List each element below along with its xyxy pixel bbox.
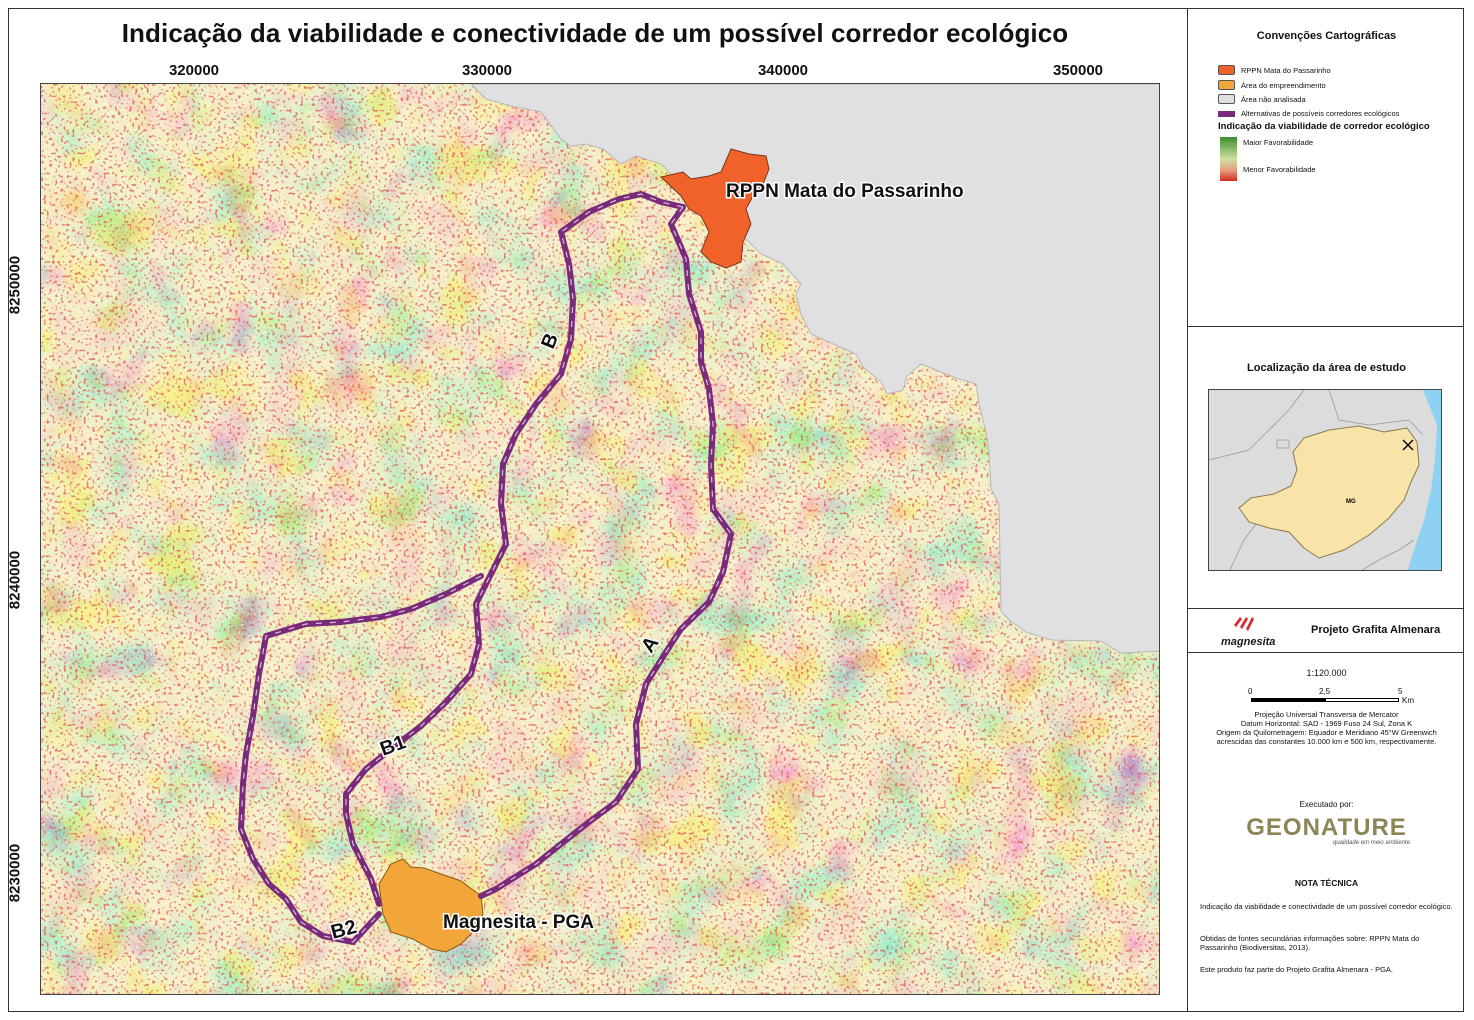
mg-state-shape <box>1238 425 1420 559</box>
corridor-dash-overlay <box>240 193 732 943</box>
project-name: Projeto Grafita Almenara <box>1311 624 1441 636</box>
scale-tick-5: 5 <box>1398 687 1403 696</box>
gradient-low-label: Menor Favorabilidade <box>1243 165 1316 174</box>
side-panel: Convenções Cartográficas RPPN Mata do Pa… <box>1187 8 1464 1012</box>
gradient-high-label: Maior Favorabilidade <box>1243 138 1314 147</box>
gradient-title: Indicação da viabilidade de corredor eco… <box>1218 121 1430 132</box>
note-paragraph-2: Obtidas de fontes secundárias informaçõe… <box>1200 934 1420 952</box>
legend-title: Convenções Cartográficas <box>1256 30 1397 42</box>
x-tick-340000: 340000 <box>757 62 809 79</box>
technical-note-title: NOTA TÉCNICA <box>1294 878 1359 888</box>
scale-tick-0: 0 <box>1248 687 1253 696</box>
scale-bar <box>1251 698 1399 702</box>
project-area-polygon <box>378 858 484 953</box>
panel-divider <box>1188 652 1464 653</box>
panel-divider <box>1188 608 1464 609</box>
svg-text:magnesita: magnesita <box>1221 636 1275 648</box>
not-analyzed-swatch <box>1218 94 1235 104</box>
inset-canvas: MG <box>1209 390 1441 570</box>
mg-label: MG <box>1346 499 1356 505</box>
location-inset-map: MG <box>1208 389 1442 571</box>
geonature-logo: GEONATURE <box>1246 814 1407 841</box>
scale-ratio: 1:120.000 <box>1306 668 1347 678</box>
map-sheet-frame <box>8 8 1464 1012</box>
geonature-tagline: qualidade em meio ambiente <box>1333 840 1411 846</box>
project-area-swatch <box>1218 80 1235 90</box>
x-tick-330000: 330000 <box>461 62 513 79</box>
magnesita-logo: magnesita <box>1221 617 1275 648</box>
favorability-gradient-swatch <box>1220 137 1237 181</box>
state-borders <box>1209 390 1424 570</box>
ocean-shape <box>1407 390 1441 570</box>
legend-item-rppn: RPPN Mata do Passarinho <box>1218 65 1331 75</box>
legend-item-corridor: Alternativas de possíveis corredores eco… <box>1218 109 1399 118</box>
rppn-polygon <box>659 148 770 269</box>
legend-item-not-analyzed: Área não analisada <box>1218 94 1306 104</box>
projection-line-2: Datum Horizontal: SAD - 1969 Fuso 24 Sul… <box>1240 719 1413 728</box>
map-title: Indicação da viabilidade e conectividade… <box>121 18 1069 48</box>
panel-divider <box>1188 326 1464 327</box>
brand-row: magnesita Projeto Grafita Almenara <box>1188 613 1465 651</box>
x-tick-350000: 350000 <box>1052 62 1104 79</box>
corridor-swatch <box>1218 110 1235 117</box>
pga-label: Magnesita - PGA <box>443 912 594 933</box>
projection-line-1: Projeção Universal Transversa de Mercato… <box>1254 710 1399 719</box>
legend-item-project-area: Área do empreendimento <box>1218 80 1326 90</box>
x-tick-320000: 320000 <box>168 62 220 79</box>
rppn-label: RPPN Mata do Passarinho <box>726 181 964 202</box>
map-view[interactable]: RPPN Mata do Passarinho Magnesita - PGA … <box>40 83 1160 995</box>
scale-tick-2-5: 2,5 <box>1319 687 1331 696</box>
projection-line-4: acrescidas das constantes 10.000 km e 50… <box>1216 737 1437 746</box>
note-paragraph-3: Este produto faz parte do Projeto Grafit… <box>1200 965 1394 974</box>
note-paragraph-1: Indicação da viabilidade e conectividade… <box>1200 902 1453 911</box>
study-area-marker-icon <box>1402 439 1414 451</box>
scale-unit: Km <box>1402 696 1414 705</box>
executed-by-label: Executado por: <box>1299 800 1354 809</box>
map-canvas: RPPN Mata do Passarinho Magnesita - PGA … <box>41 84 1159 994</box>
location-title: Localização da área de estudo <box>1247 362 1406 374</box>
rppn-swatch <box>1218 65 1235 75</box>
projection-line-3: Origem da Quilometragem: Equador e Merid… <box>1216 728 1437 737</box>
not-analyzed-area <box>470 84 1159 654</box>
